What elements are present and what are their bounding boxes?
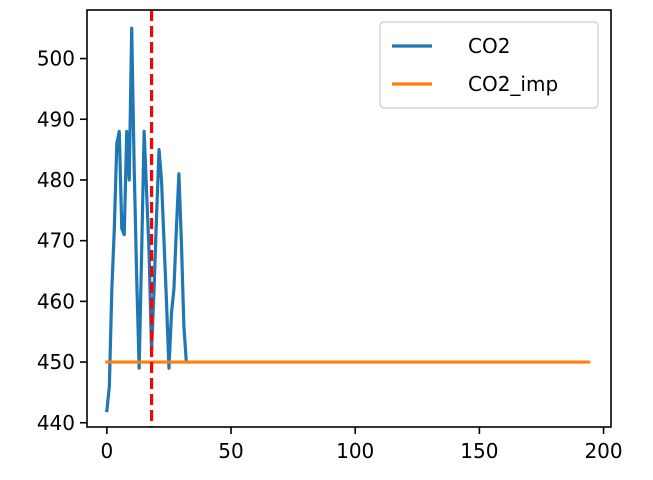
y-tick-label: 470 xyxy=(37,229,75,253)
axes-frame xyxy=(86,9,612,428)
x-tick-label: 100 xyxy=(336,439,374,463)
y-tick-label: 440 xyxy=(37,411,75,435)
y-tick-label: 500 xyxy=(37,47,75,71)
x-tick-label: 0 xyxy=(101,439,114,463)
legend-label-co2: CO2 xyxy=(468,34,510,58)
y-tick-label: 450 xyxy=(37,350,75,374)
series-line-co2 xyxy=(105,26,191,413)
x-tick-label: 150 xyxy=(460,439,498,463)
y-tick-label: 460 xyxy=(37,289,75,313)
legend-box xyxy=(379,21,599,109)
axes: 0 50 100 150 200 440 450 460 470 480 490 500 xyxy=(37,9,623,463)
y-tick-label: 490 xyxy=(37,107,75,131)
x-tick-label: 50 xyxy=(218,439,243,463)
plot-area xyxy=(105,10,591,427)
legend-label-co2-imp: CO2_imp xyxy=(468,72,558,96)
x-tick-label: 200 xyxy=(584,439,622,463)
series-group xyxy=(105,10,591,427)
legend: CO2 CO2_imp xyxy=(379,21,599,109)
y-tick-label: 480 xyxy=(37,168,75,192)
